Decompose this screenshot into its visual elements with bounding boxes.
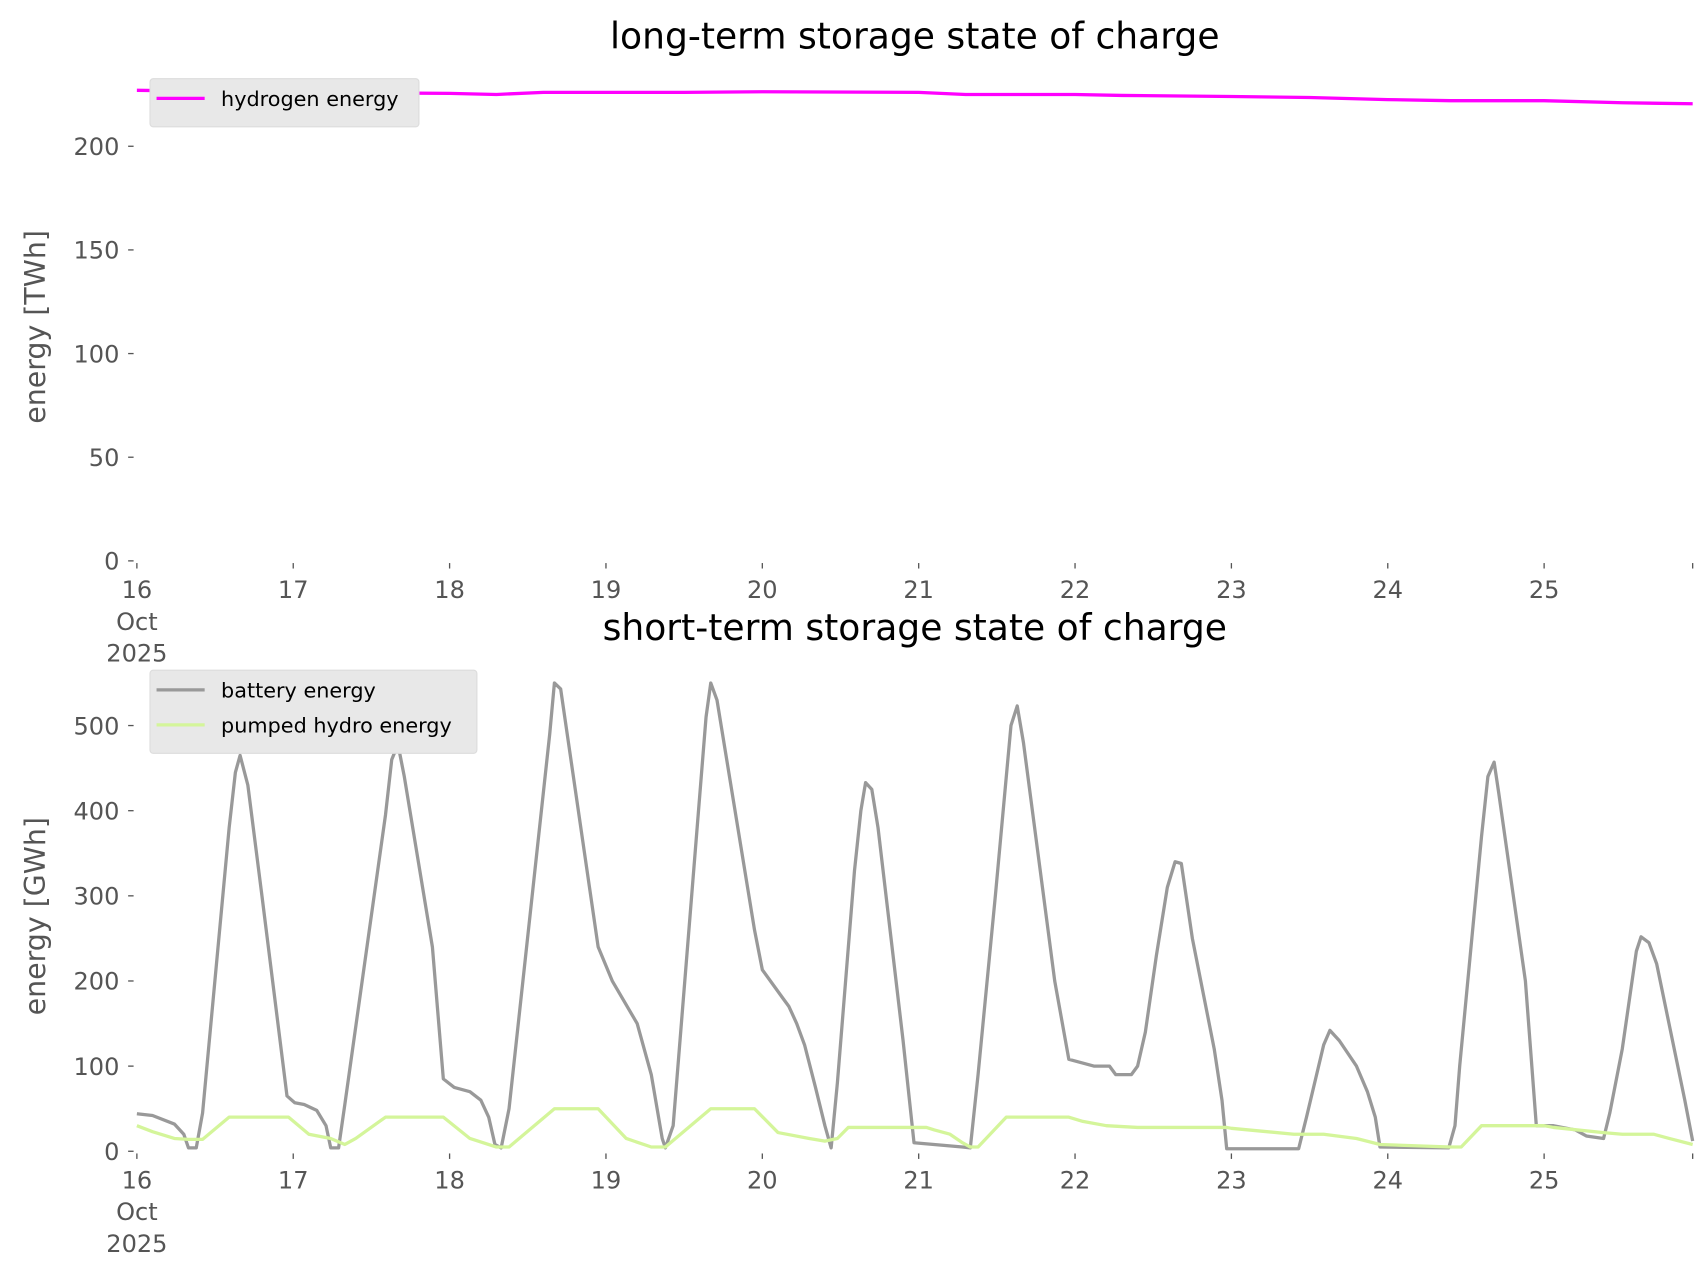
x-tick-label: 16 <box>122 1166 153 1194</box>
x-tick-label: 25 <box>1529 1166 1560 1194</box>
y-axis-label: energy [TWh] <box>19 230 52 424</box>
x-tick-label: 23 <box>1216 1166 1247 1194</box>
x-tick-label: 23 <box>1216 576 1247 604</box>
x-tick-label: 25 <box>1529 576 1560 604</box>
short-term-storage-chart: short-term storage state of charge energy… <box>19 607 1695 1258</box>
y-tick-label: 500 <box>73 712 119 740</box>
x-tick-label: 22 <box>1060 1166 1091 1194</box>
y-tick-label: 100 <box>73 1053 119 1081</box>
x-tick-label: 17 <box>278 1166 309 1194</box>
x-tick-label-date: Oct <box>116 1198 158 1226</box>
long-term-storage-chart: long-term storage state of charge energy … <box>19 15 1694 667</box>
y-axis-label: energy [GWh] <box>19 817 52 1015</box>
x-tick-label: 21 <box>903 1166 934 1194</box>
x-tick-label-date: Oct <box>116 608 158 636</box>
x-tick-label: 16 <box>122 576 153 604</box>
x-tick-label: 24 <box>1372 1166 1403 1194</box>
series-line-hydrogen-energy <box>136 88 1693 106</box>
legend: battery energy pumped hydro energy <box>149 669 478 754</box>
x-tick-label-date: 2025 <box>106 639 167 667</box>
x-tick-label: 17 <box>278 576 309 604</box>
x-tick-label: 19 <box>591 1166 622 1194</box>
chart-title: long-term storage state of charge <box>610 15 1220 57</box>
series-line-pumped-hydro-energy <box>136 1107 1694 1149</box>
chart-title: short-term storage state of charge <box>603 607 1227 649</box>
y-tick-label: 300 <box>73 883 119 911</box>
legend-label: pumped hydro energy <box>221 714 452 738</box>
x-tick-label: 20 <box>747 1166 778 1194</box>
x-tick-label: 21 <box>903 576 934 604</box>
legend-box <box>149 669 478 754</box>
y-tick-label: 400 <box>73 797 119 825</box>
y-tick-label: 0 <box>104 1138 119 1166</box>
y-tick-label: 200 <box>73 968 119 996</box>
legend-label: hydrogen energy <box>221 87 398 111</box>
x-tick-label: 20 <box>747 576 778 604</box>
series-line-battery-energy <box>136 681 1695 1151</box>
legend: hydrogen energy <box>149 78 420 128</box>
x-tick-label: 18 <box>434 576 465 604</box>
x-tick-label: 18 <box>434 1166 465 1194</box>
legend-box <box>149 78 420 128</box>
x-tick-label: 22 <box>1060 576 1091 604</box>
y-tick-label: 150 <box>73 237 119 265</box>
x-tick-label-date: 2025 <box>106 1230 167 1258</box>
x-tick-label: 24 <box>1372 576 1403 604</box>
y-tick-label: 0 <box>104 548 119 576</box>
y-tick-label: 200 <box>73 133 119 161</box>
legend-label: battery energy <box>221 679 376 703</box>
y-tick-label: 50 <box>89 444 120 472</box>
y-tick-label: 100 <box>73 340 119 368</box>
x-tick-label: 19 <box>591 576 622 604</box>
